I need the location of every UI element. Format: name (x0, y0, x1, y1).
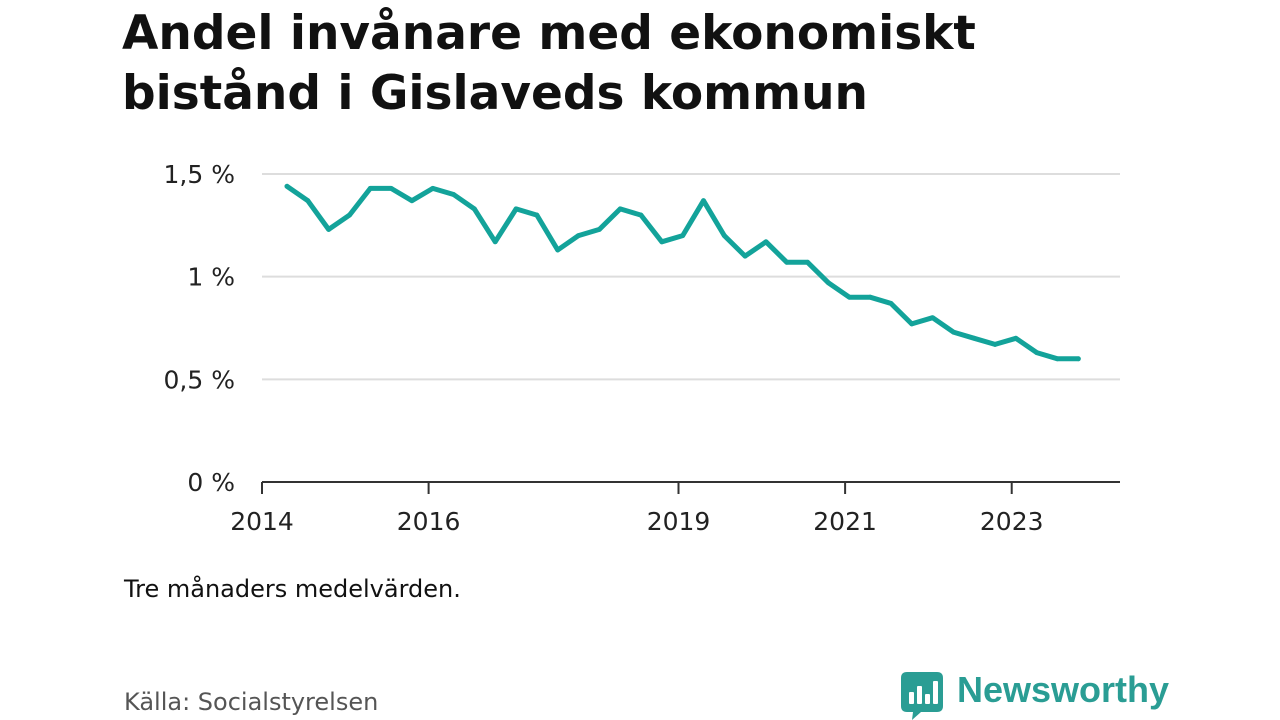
data-point (680, 233, 686, 239)
data-point (513, 206, 519, 212)
data-point (472, 206, 477, 212)
y-tick-label: 1,5 % (164, 160, 235, 189)
data-point (451, 192, 456, 197)
data-point (284, 183, 290, 189)
chart-title: Andel invånare med ekonomiskt bistånd i … (122, 6, 976, 121)
data-point (1055, 356, 1060, 362)
data-point (846, 294, 852, 300)
data-point (347, 212, 352, 218)
data-point (326, 227, 332, 232)
data-point (721, 233, 727, 239)
data-point (805, 259, 811, 265)
data-point (555, 247, 561, 253)
x-tick-label: 2021 (813, 507, 877, 536)
data-point (1013, 335, 1019, 341)
data-point (930, 315, 935, 321)
x-tick-label: 2014 (230, 507, 294, 536)
data-point (576, 233, 581, 239)
data-point (909, 321, 915, 327)
bar-chart-bubble-icon (901, 672, 943, 720)
data-point (638, 212, 644, 218)
data-point (492, 239, 498, 245)
data-point (888, 300, 894, 306)
x-tick-label: 2023 (980, 507, 1044, 536)
data-point (867, 294, 873, 300)
data-point (430, 185, 436, 191)
data-point (784, 259, 790, 265)
data-point (367, 185, 373, 191)
data-point (971, 335, 977, 341)
data-point (659, 239, 665, 245)
data-point (305, 198, 311, 204)
y-tick-label: 0 % (187, 468, 235, 497)
x-tick-label: 2019 (647, 507, 711, 536)
y-tick-label: 0,5 % (164, 365, 235, 394)
data-point (596, 227, 602, 232)
y-axis-labels: 0 % 0,5 % 1 % 1,5 % (164, 160, 235, 497)
data-point (617, 206, 623, 212)
data-point (388, 185, 394, 191)
series-layer (284, 183, 1081, 362)
grid-lines (262, 173, 1120, 381)
chart-area: 0 % 0,5 % 1 % 1,5 % 2014 2016 2019 2021 2023 (164, 160, 1120, 536)
data-point (1075, 356, 1081, 362)
data-point (992, 342, 998, 347)
data-point (742, 253, 748, 259)
data-point (1034, 350, 1040, 356)
data-point (763, 239, 769, 245)
y-tick-label: 1 % (187, 263, 235, 292)
chart-note: Tre månaders medelvärden. (124, 575, 461, 603)
data-point (826, 280, 831, 286)
newsworthy-logo: Newsworthy (901, 669, 1170, 720)
x-tick-label: 2016 (397, 507, 461, 536)
data-point (534, 212, 540, 218)
x-axis-labels: 2014 2016 2019 2021 2023 (230, 507, 1043, 536)
brand-name: Newsworthy (957, 669, 1170, 710)
source-credit: Källa: Socialstyrelsen (124, 688, 379, 716)
data-point (409, 198, 415, 204)
series-line (284, 183, 1081, 362)
x-axis (261, 481, 1120, 494)
data-point (950, 329, 956, 335)
data-point (701, 198, 706, 204)
